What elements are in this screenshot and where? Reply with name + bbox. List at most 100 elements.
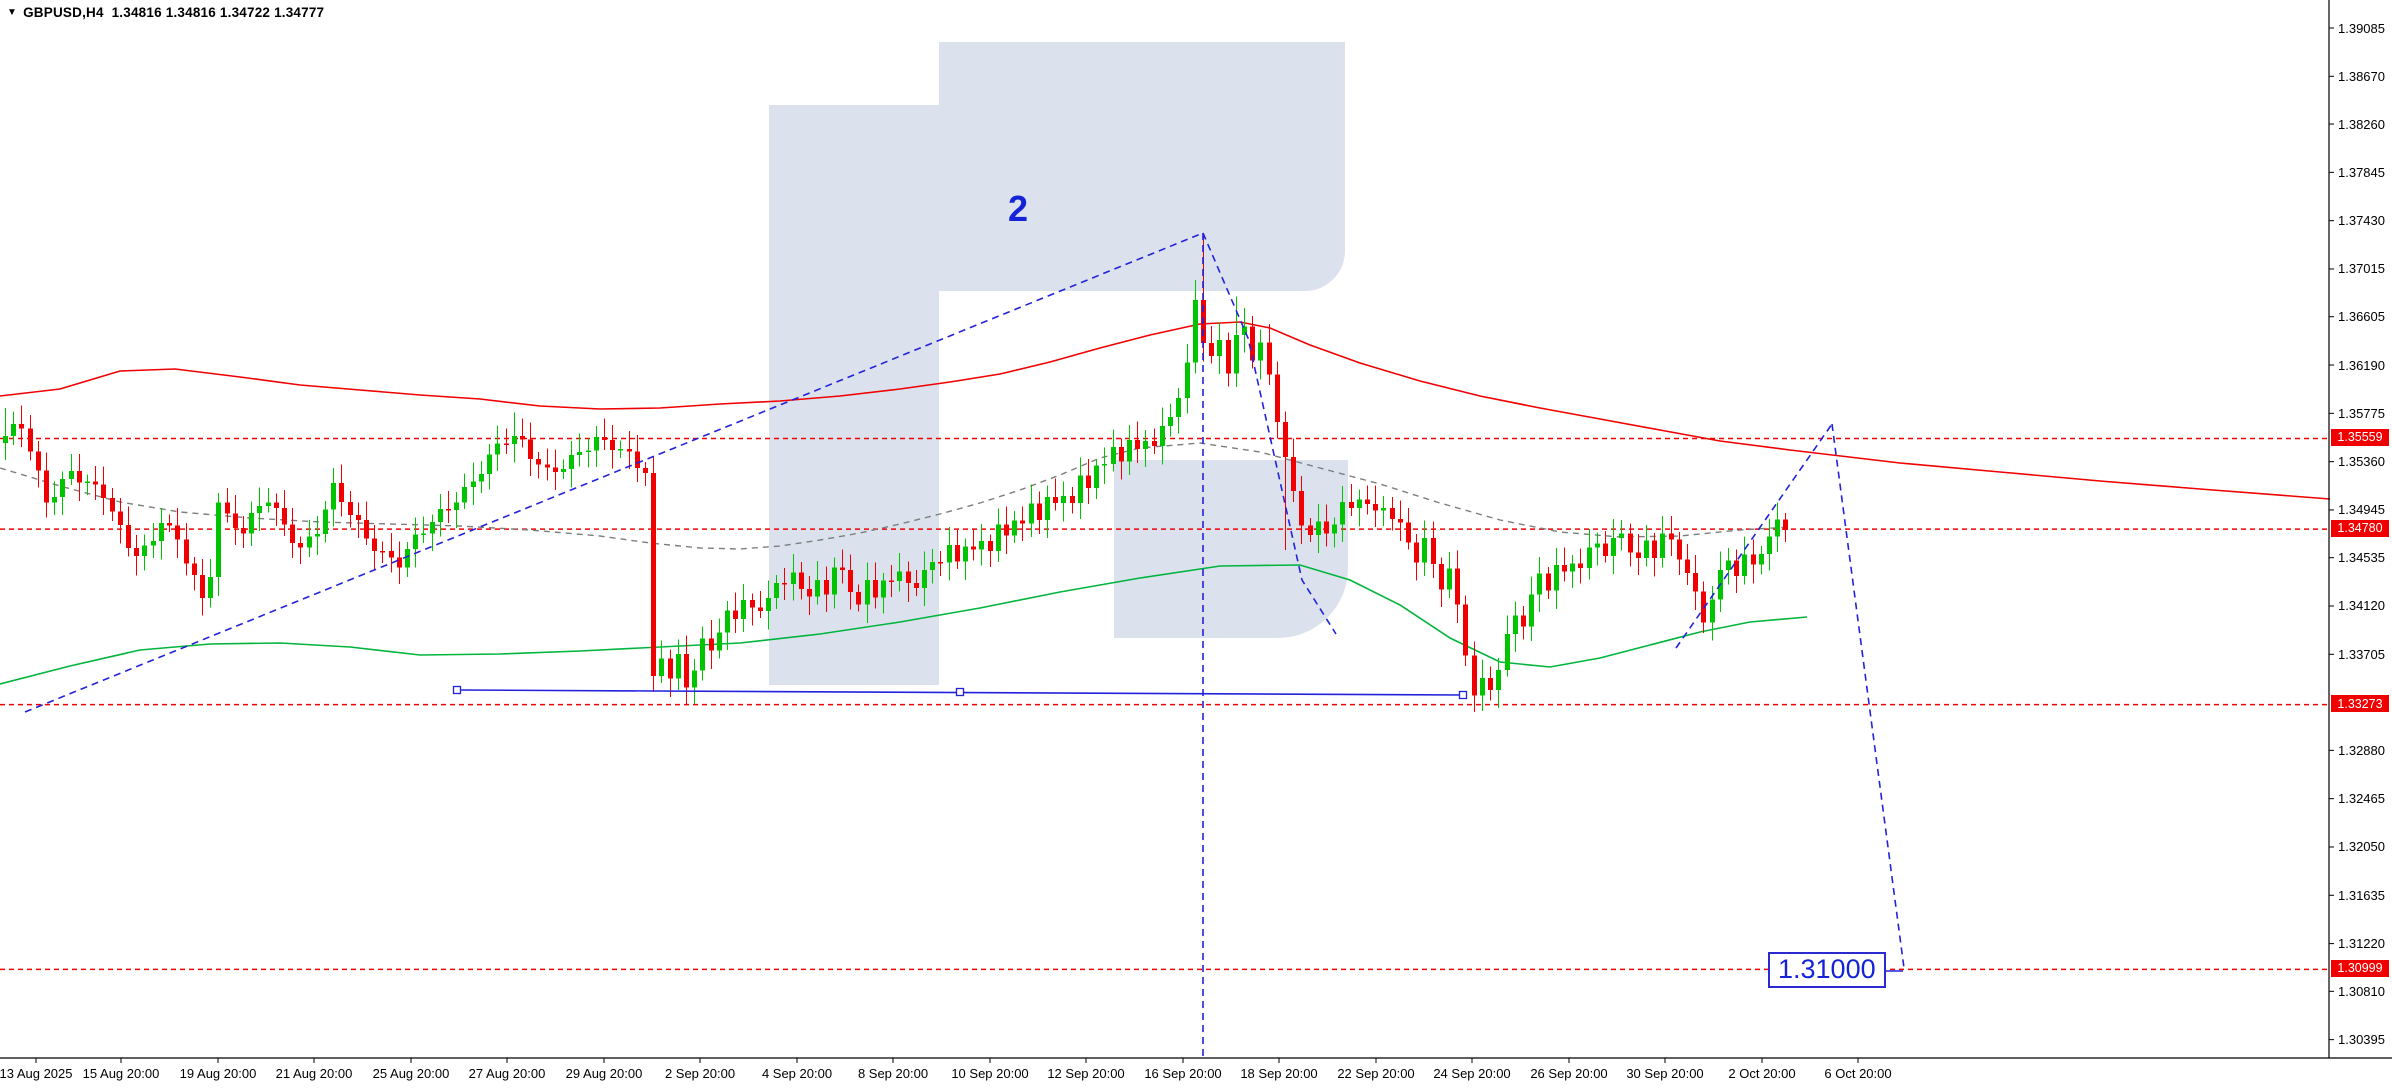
- bullish-candle: [1127, 439, 1132, 462]
- price-axis-label: 1.35775: [2338, 405, 2385, 421]
- bearish-candle: [1373, 504, 1378, 511]
- bearish-candle: [1603, 543, 1608, 556]
- time-axis-label: 2 Sep 20:00: [664, 1066, 736, 1081]
- bullish-candle: [1775, 519, 1780, 537]
- bearish-candle: [1349, 501, 1354, 508]
- bearish-candle: [856, 591, 861, 605]
- gray-dashed-ma-line[interactable]: [0, 442, 1791, 550]
- price-axis-label: 1.35360: [2338, 454, 2385, 470]
- bearish-candle: [1628, 533, 1633, 553]
- bullish-candle: [930, 561, 935, 570]
- bullish-candle: [85, 481, 90, 484]
- projection-down-line[interactable]: [1831, 423, 1905, 969]
- price-axis-label: 1.31635: [2338, 887, 2385, 903]
- bullish-candle: [1193, 299, 1198, 363]
- bearish-candle: [1291, 456, 1296, 492]
- bearish-candle: [684, 653, 689, 688]
- price-level-badge: 1.33273: [2331, 695, 2389, 713]
- bearish-candle: [1135, 439, 1140, 450]
- bearish-candle: [1685, 559, 1690, 574]
- bullish-candle: [257, 506, 262, 514]
- bullish-candle: [69, 470, 74, 480]
- time-axis-label: 24 Sep 20:00: [1433, 1066, 1511, 1081]
- bearish-candle: [1250, 326, 1255, 361]
- green-ma-line[interactable]: [0, 564, 1808, 685]
- bullish-candle: [266, 502, 271, 507]
- price-level-badge: 1.34780: [2331, 519, 2389, 537]
- bearish-candle: [914, 583, 919, 589]
- bearish-candle: [545, 464, 550, 468]
- bearish-candle: [1751, 554, 1756, 565]
- bearish-candle: [93, 481, 98, 485]
- bullish-candle: [1185, 362, 1190, 398]
- bullish-candle: [413, 534, 418, 550]
- candles-group[interactable]: [3, 234, 1788, 712]
- time-axis-label: 8 Sep 20:00: [857, 1066, 929, 1081]
- support-trendline-handle[interactable]: [1458, 690, 1468, 700]
- bearish-candle: [397, 557, 402, 568]
- bearish-candle: [389, 551, 394, 558]
- bullish-candle: [1611, 537, 1616, 556]
- bearish-candle: [988, 540, 993, 552]
- impulse-up-trendline[interactable]: [24, 232, 1204, 713]
- bullish-candle: [618, 448, 623, 451]
- bearish-candle: [274, 502, 279, 508]
- bullish-candle: [479, 473, 484, 482]
- red-ma-line[interactable]: [0, 321, 2331, 500]
- bullish-candle: [1143, 441, 1148, 450]
- symbol-timeframe-label: GBPUSD,H4: [23, 5, 104, 20]
- bullish-candle: [1258, 342, 1263, 361]
- bullish-candle: [430, 522, 435, 534]
- time-axis-label: 12 Sep 20:00: [1047, 1066, 1125, 1081]
- bearish-candle: [225, 502, 230, 514]
- bearish-candle: [372, 538, 377, 552]
- bullish-candle: [815, 579, 820, 597]
- time-axis-label: 10 Sep 20:00: [951, 1066, 1029, 1081]
- bullish-candle: [676, 653, 681, 679]
- support-trendline-handle[interactable]: [955, 687, 965, 697]
- bullish-candle: [586, 450, 591, 453]
- bullish-candle: [216, 502, 221, 578]
- bullish-candle: [897, 571, 902, 581]
- bearish-candle: [1734, 560, 1739, 576]
- bullish-candle: [659, 658, 664, 676]
- bullish-candle: [1381, 508, 1386, 511]
- chart-ohlc-header[interactable]: ▼ GBPUSD,H4 1.34816 1.34816 1.34722 1.347…: [7, 5, 324, 20]
- price-target-label[interactable]: 1.31000: [1768, 952, 1886, 988]
- elliott-wave-2-label[interactable]: 2: [1008, 188, 1029, 229]
- bearish-candle: [44, 470, 49, 503]
- bearish-candle: [1669, 533, 1674, 540]
- price-axis-label: 1.30395: [2338, 1032, 2385, 1048]
- bearish-candle: [1226, 339, 1231, 374]
- peak-breakdown-trendline[interactable]: [1202, 232, 1337, 635]
- bullish-candle: [1619, 533, 1624, 538]
- projection-up-line[interactable]: [1675, 423, 1833, 649]
- bearish-candle: [750, 600, 755, 608]
- bullish-candle: [1767, 536, 1772, 554]
- bearish-candle: [602, 437, 607, 440]
- bearish-candle: [873, 579, 878, 598]
- bullish-candle: [151, 541, 156, 546]
- bullish-candle: [462, 486, 467, 503]
- bearish-candle: [848, 570, 853, 592]
- time-axis-label: 13 Aug 2025: [0, 1066, 73, 1081]
- bearish-candle: [118, 511, 123, 525]
- bearish-candle: [77, 470, 82, 483]
- bullish-candle: [1726, 560, 1731, 571]
- support-trendline-handle[interactable]: [452, 685, 462, 695]
- quote-high: 1.34816: [165, 5, 216, 20]
- price-axis-label: 1.34945: [2338, 502, 2385, 518]
- bullish-candle: [963, 546, 968, 562]
- bullish-candle: [249, 513, 254, 534]
- symbol-dropdown-icon[interactable]: ▼: [7, 7, 18, 18]
- bearish-candle: [1086, 475, 1091, 489]
- quote-low: 1.34722: [219, 5, 271, 20]
- bullish-candle: [1513, 615, 1518, 635]
- price-axis-label: 1.37015: [2338, 261, 2385, 277]
- bearish-candle: [36, 451, 41, 471]
- bullish-candle: [405, 549, 410, 568]
- bullish-candle: [1234, 334, 1239, 374]
- bearish-candle: [1783, 519, 1788, 530]
